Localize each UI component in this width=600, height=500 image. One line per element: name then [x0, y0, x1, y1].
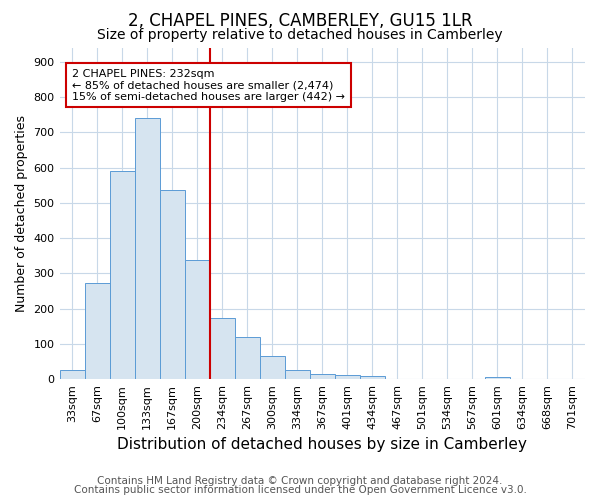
Bar [160, 190, 185, 380]
Bar [310, 374, 335, 380]
Bar [134, 118, 160, 380]
Y-axis label: Number of detached properties: Number of detached properties [15, 115, 28, 312]
Bar [59, 370, 85, 380]
Bar [260, 356, 285, 380]
Text: Contains HM Land Registry data © Crown copyright and database right 2024.: Contains HM Land Registry data © Crown c… [97, 476, 503, 486]
Bar [209, 318, 235, 380]
Bar [335, 375, 360, 380]
Text: 2, CHAPEL PINES, CAMBERLEY, GU15 1LR: 2, CHAPEL PINES, CAMBERLEY, GU15 1LR [128, 12, 472, 30]
Bar [235, 337, 260, 380]
Text: Contains public sector information licensed under the Open Government Licence v3: Contains public sector information licen… [74, 485, 526, 495]
X-axis label: Distribution of detached houses by size in Camberley: Distribution of detached houses by size … [118, 438, 527, 452]
Text: 2 CHAPEL PINES: 232sqm
← 85% of detached houses are smaller (2,474)
15% of semi-: 2 CHAPEL PINES: 232sqm ← 85% of detached… [72, 68, 345, 102]
Bar [485, 377, 510, 380]
Bar [285, 370, 310, 380]
Bar [185, 260, 209, 380]
Text: Size of property relative to detached houses in Camberley: Size of property relative to detached ho… [97, 28, 503, 42]
Bar [360, 376, 385, 380]
Bar [110, 171, 134, 380]
Bar [85, 284, 110, 380]
